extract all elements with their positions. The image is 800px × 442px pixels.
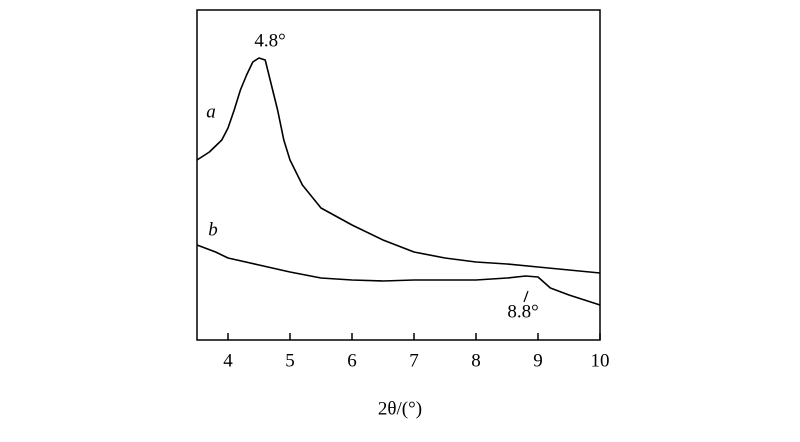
series-label: b [208,219,218,240]
series-label: a [206,101,216,122]
x-tick-label: 9 [533,350,543,371]
annotation-leader [523,290,529,303]
x-tick-label: 6 [347,350,357,371]
x-axis-label: 2θ/(°) [378,398,422,419]
x-tick-label: 7 [409,350,419,371]
x-tick-label: 5 [285,350,295,371]
x-tick-label: 4 [223,350,233,371]
plot-frame [196,9,601,341]
annotation: 8.8° [507,301,538,322]
annotation: 4.8° [254,30,285,51]
data-line [196,57,601,274]
data-line [196,244,601,306]
x-tick-label: 8 [471,350,481,371]
x-tick-label: 10 [591,350,610,371]
